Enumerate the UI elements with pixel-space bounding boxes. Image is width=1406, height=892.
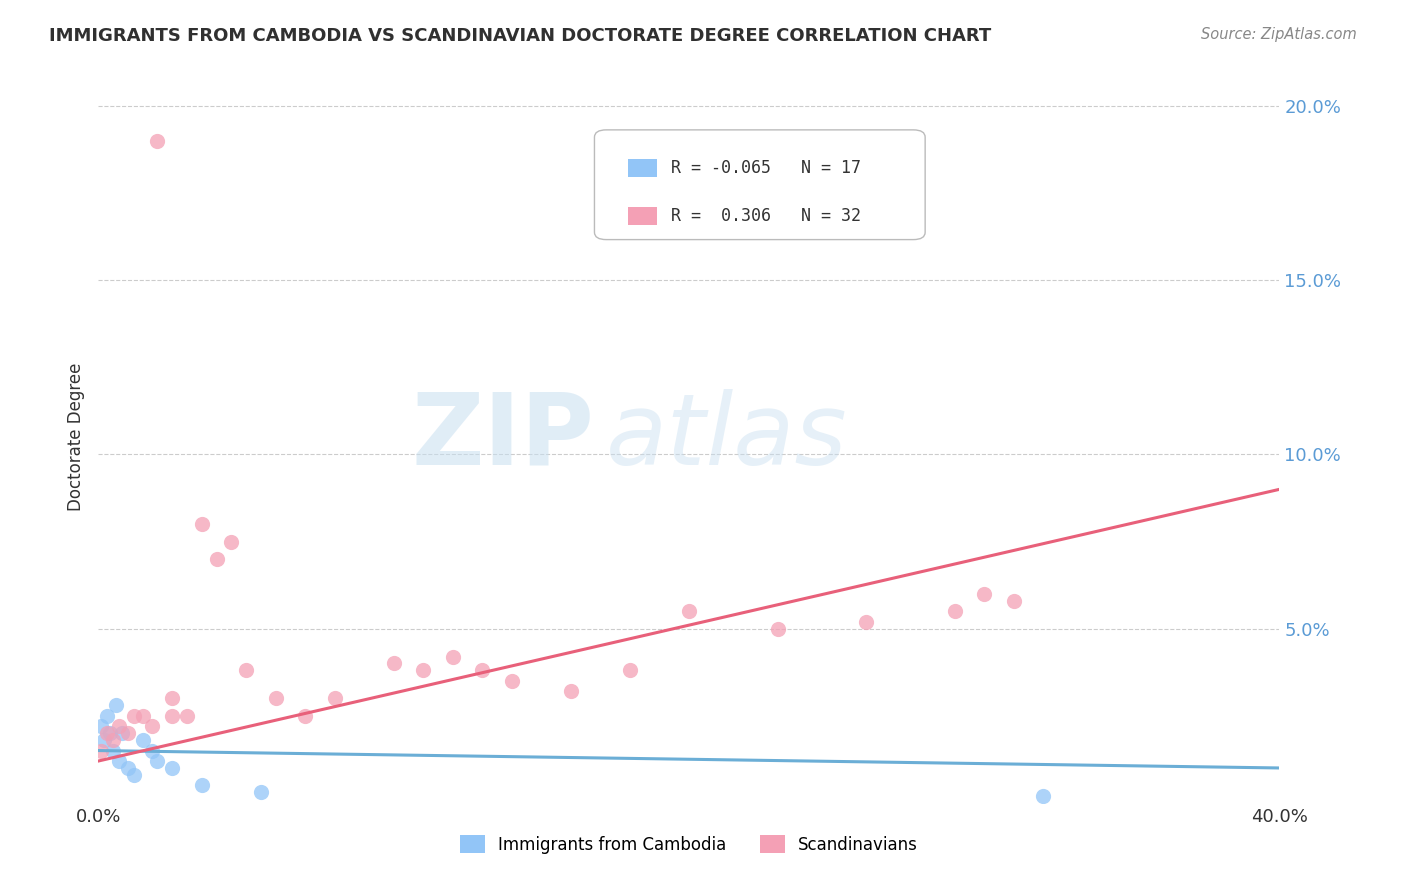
- Point: [441, 649, 464, 664]
- Point: [501, 673, 523, 688]
- Point: [98, 726, 121, 740]
- Point: [146, 134, 169, 148]
- Point: [382, 657, 405, 671]
- Point: [191, 778, 214, 792]
- Point: [162, 761, 183, 775]
- Point: [90, 719, 112, 733]
- Point: [93, 733, 115, 747]
- Point: [412, 664, 434, 678]
- Point: [560, 684, 582, 698]
- Point: [323, 691, 346, 706]
- Point: [766, 622, 789, 636]
- Point: [235, 664, 257, 678]
- Point: [855, 615, 877, 629]
- Text: Source: ZipAtlas.com: Source: ZipAtlas.com: [1201, 27, 1357, 42]
- Point: [943, 604, 966, 618]
- Point: [117, 761, 139, 775]
- Point: [191, 517, 214, 532]
- Point: [108, 754, 131, 768]
- Point: [122, 708, 145, 723]
- Point: [250, 785, 273, 799]
- Point: [221, 534, 243, 549]
- Text: IMMIGRANTS FROM CAMBODIA VS SCANDINAVIAN DOCTORATE DEGREE CORRELATION CHART: IMMIGRANTS FROM CAMBODIA VS SCANDINAVIAN…: [49, 27, 991, 45]
- Point: [471, 664, 494, 678]
- Point: [105, 698, 128, 713]
- Point: [117, 726, 139, 740]
- Point: [619, 664, 641, 678]
- FancyBboxPatch shape: [627, 207, 657, 226]
- Point: [264, 691, 287, 706]
- Point: [176, 708, 198, 723]
- Point: [96, 726, 118, 740]
- FancyBboxPatch shape: [627, 159, 657, 177]
- Point: [111, 726, 134, 740]
- Text: R = -0.065   N = 17: R = -0.065 N = 17: [671, 159, 862, 177]
- Point: [103, 743, 125, 757]
- Point: [146, 754, 169, 768]
- Point: [162, 708, 183, 723]
- Point: [205, 552, 228, 566]
- Point: [90, 743, 112, 757]
- Point: [122, 768, 145, 782]
- Point: [973, 587, 995, 601]
- Point: [96, 708, 118, 723]
- Point: [1032, 789, 1054, 803]
- Text: R =  0.306   N = 32: R = 0.306 N = 32: [671, 207, 862, 225]
- Legend: Immigrants from Cambodia, Scandinavians: Immigrants from Cambodia, Scandinavians: [453, 829, 925, 860]
- Point: [108, 719, 131, 733]
- Text: ZIP: ZIP: [412, 389, 595, 485]
- Point: [1002, 594, 1025, 608]
- Point: [162, 691, 183, 706]
- Point: [294, 708, 316, 723]
- Point: [103, 733, 125, 747]
- Text: atlas: atlas: [606, 389, 848, 485]
- Point: [132, 733, 155, 747]
- FancyBboxPatch shape: [595, 130, 925, 240]
- Point: [132, 708, 155, 723]
- Point: [141, 719, 163, 733]
- Point: [678, 604, 700, 618]
- Y-axis label: Doctorate Degree: Doctorate Degree: [66, 363, 84, 511]
- Point: [141, 743, 163, 757]
